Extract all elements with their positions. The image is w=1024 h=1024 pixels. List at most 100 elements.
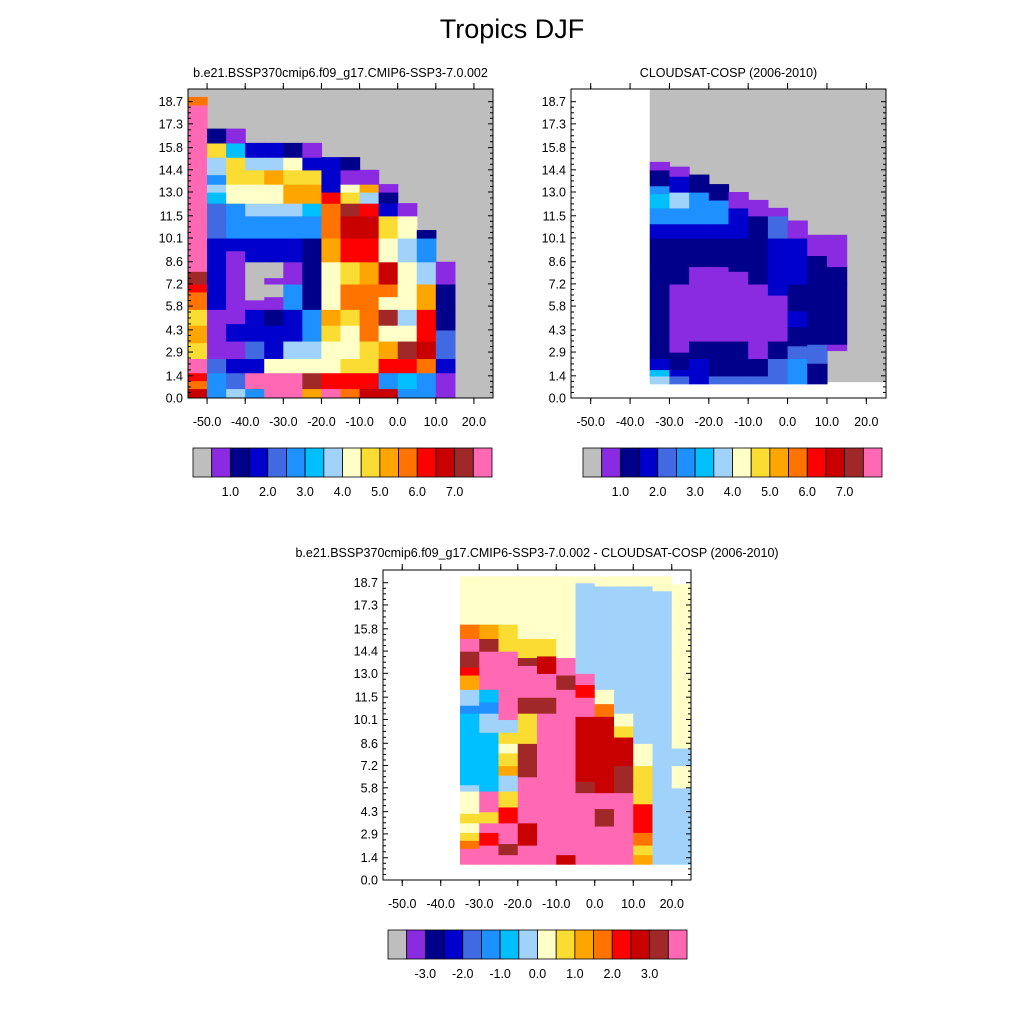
y-tick-label: 7.2 [166,277,183,291]
heatmap-cell [416,283,437,310]
heatmap-cell [537,854,557,865]
heatmap-cell [188,291,208,310]
heatmap-cell [649,375,671,385]
heatmap-cell [226,203,246,239]
x-tick-label: 10.0 [815,415,839,429]
heatmap-cell [321,215,342,239]
heatmap-cell [302,261,323,285]
heatmap-cell [767,340,789,359]
y-tick-label: 0.0 [549,392,566,406]
heatmap-cell [188,271,208,285]
heatmap-cell [302,215,323,239]
heatmap-cell [614,845,634,865]
heatmap-cell [435,329,456,359]
heatmap-cell [633,778,654,792]
heatmap-cell [359,283,380,310]
heatmap-cell [517,665,538,686]
heatmap-cell [498,775,519,792]
heatmap-cell [669,271,690,285]
heatmap-cell [537,673,557,698]
colorbar-swatch [443,929,464,960]
heatmap-cell [575,697,596,717]
heatmap-cell [575,684,596,698]
heatmap-cell [321,157,342,171]
heatmap-cell [537,832,557,856]
heatmap-cell [340,372,361,390]
heatmap-cell [359,340,380,359]
heatmap-cell [556,689,577,827]
heatmap-cell [689,207,710,225]
heatmap-cell [321,372,342,390]
x-tick-label: -20.0 [695,415,724,429]
heatmap-cell [479,668,500,690]
colorbar-label: 6.0 [409,485,426,499]
heatmap-cell [340,309,361,326]
x-tick-label: -50.0 [576,415,605,429]
heatmap-cell [671,748,691,767]
heatmap-cell [708,223,730,239]
heatmap-cell [575,781,596,794]
heatmap-cell [787,310,808,328]
heatmap-cell [435,309,456,331]
heatmap-cell [537,638,557,657]
colorbar-label: 5.0 [761,485,778,499]
colorbar-label: 1.0 [566,967,583,981]
colorbar-label: 3.0 [296,485,313,499]
heatmap-cell [556,638,577,659]
heatmap-cell [787,283,808,312]
heatmap-cell [575,582,596,659]
heatmap-cell [728,207,749,239]
colorbar-swatch [472,447,493,478]
heatmap-cell [728,192,749,209]
colorbar-swatch [387,929,408,960]
y-tick-label: 15.8 [159,141,183,155]
y-tick-label: 13.0 [159,186,183,200]
heatmap-cell [302,309,323,326]
panel-title: b.e21.BSSP370cmip6.f09_g17.CMIP6-SSP3-7.… [193,66,488,80]
heatmap-cell [614,585,634,714]
heatmap-cell [340,203,361,217]
y-tick-label: 10.1 [159,231,183,245]
colorbar-swatch [638,447,659,478]
heatmap-cell [575,576,596,584]
colorbar-obs: 1.0 2.0 3.0 4.0 5.0 6.0 7.0 [582,447,883,499]
heatmap-cell [264,261,284,279]
colorbar-swatch [555,929,576,960]
heatmap-cell [479,732,500,754]
heatmap-cell [633,790,654,805]
heatmap-cell [321,283,342,310]
x-tick-label: 10.0 [424,415,448,429]
heatmap-cell [302,372,323,390]
x-tick-label: 20.0 [660,897,684,911]
y-tick-label: 4.3 [549,323,566,337]
heatmap-cell [708,199,730,225]
heatmap-cell [689,174,710,193]
y-tick-label: 5.8 [361,781,378,795]
heatmap-cell [479,689,500,703]
colorbar-swatch [435,447,456,478]
heatmap-cell [649,340,671,359]
colorbar-swatch [694,447,715,478]
heatmap-cell [226,309,246,325]
heatmap-cell [245,203,265,217]
heatmap-cell [537,713,557,808]
heatmap-cell [479,845,500,865]
heatmap-cell [283,169,303,185]
heatmap-cell [517,713,538,744]
heatmap-cell [264,296,284,310]
heatmap-cell [633,845,654,856]
x-tick-label: 0.0 [586,897,603,911]
heatmap-cell [397,283,418,298]
heatmap-cell [378,184,399,193]
colorbar-label: 4.0 [724,485,741,499]
heatmap-cell [479,822,500,833]
heatmap-cell [669,192,690,209]
heatmap-cell [283,358,303,374]
heatmap-cell [669,207,690,225]
colorbar-swatch [649,929,669,960]
heatmap-cell [397,309,418,326]
heatmap-cell [302,325,323,342]
heatmap-cell [207,388,227,398]
colorbar-swatch [844,447,864,478]
